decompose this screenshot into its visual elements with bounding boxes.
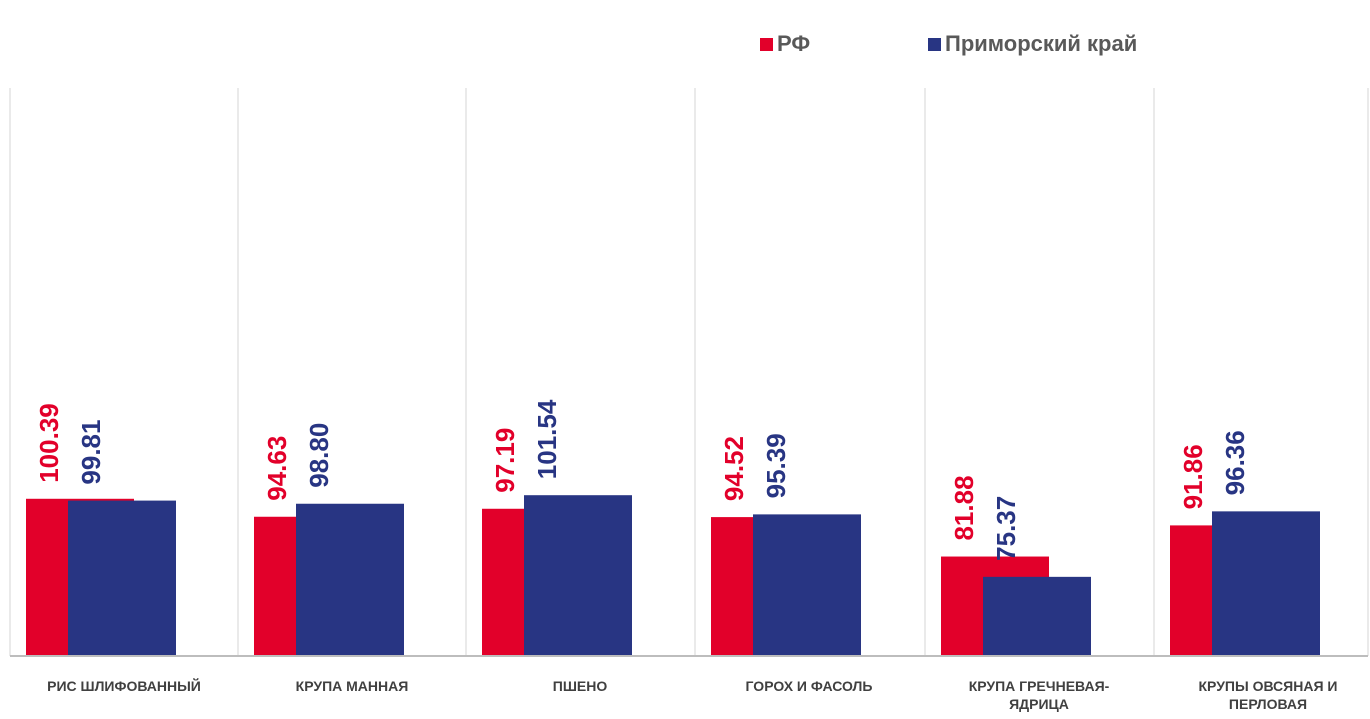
legend-swatch [760,38,773,51]
legend-label: Приморский край [945,31,1137,56]
bar-primorsky-5 [1212,511,1320,656]
data-label: 101.54 [532,399,562,479]
legend-swatch [928,38,941,51]
bar-primorsky-2 [524,495,632,656]
x-tick-label: КРУПЫ ОВСЯНАЯ И ПЕРЛОВАЯ [1199,678,1338,712]
data-label: 81.88 [949,475,979,540]
data-label: 91.86 [1178,444,1208,509]
data-label: 94.52 [719,436,749,501]
data-label: 96.36 [1220,430,1250,495]
data-label: 95.39 [761,433,791,498]
x-tick-label: РИС ШЛИФОВАННЫЙ [47,677,201,694]
data-label: 75.37 [991,496,1021,561]
grid-lines [9,88,1369,656]
data-label: 100.39 [34,403,64,483]
x-tick-label: КРУПА МАННАЯ [296,678,409,694]
x-tick-label: ПШЕНО [553,678,608,694]
bars [26,495,1320,656]
bar-primorsky-0 [68,500,176,656]
x-tick-label: КРУПА ГРЕЧНЕВАЯ-ЯДРИЦА [969,678,1110,712]
x-axis: РИС ШЛИФОВАННЫЙ КРУПА МАННАЯ ПШЕНО ГОРОХ И … [10,655,1368,712]
data-label: 94.63 [262,436,292,501]
data-label: 97.19 [490,428,520,493]
data-labels: 100.39 94.63 97.19 94.52 81.88 91.86 99.81 98.8… [34,399,1250,561]
legend: РФ Приморский край [760,31,1137,56]
data-label: 98.80 [304,423,334,488]
data-label: 99.81 [76,420,106,485]
x-tick-label: ГОРОХ И ФАСОЛЬ [746,678,873,694]
legend-label: РФ [777,31,810,56]
bar-primorsky-4 [983,576,1091,656]
bar-primorsky-3 [753,514,861,656]
bar-primorsky-1 [296,503,404,656]
